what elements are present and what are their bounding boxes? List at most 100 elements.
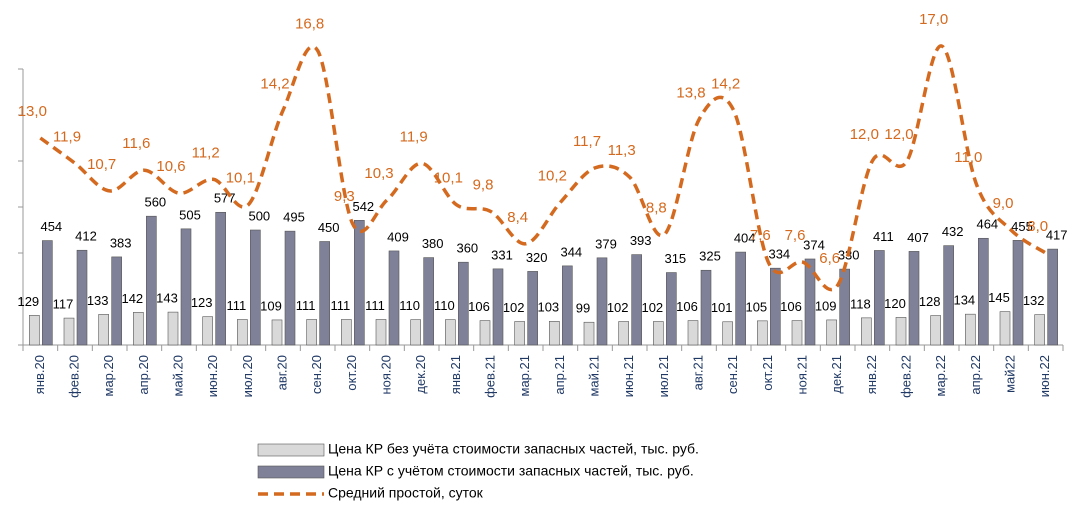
legend-label: Цена КР с учётом стоимости запасных част… (328, 463, 694, 479)
bar-label: 134 (953, 293, 975, 308)
bar-label: 407 (907, 230, 929, 245)
bar-label: 128 (919, 294, 941, 309)
bar-label: 102 (607, 300, 629, 315)
bar-label: 374 (803, 237, 825, 252)
bar (306, 319, 317, 346)
bar-label: 464 (976, 217, 998, 232)
bar (215, 211, 226, 346)
bar-label: 109 (815, 298, 837, 313)
bar-label: 111 (296, 298, 316, 313)
bar-label: 111 (365, 298, 385, 313)
line-label: 13,0 (18, 103, 47, 120)
bar (98, 314, 109, 346)
x-tick-label: окт.21 (760, 355, 775, 391)
bar (791, 320, 803, 346)
legend-swatch (257, 443, 325, 457)
line (39, 44, 1047, 292)
bar (1047, 248, 1058, 346)
bar (1012, 240, 1024, 346)
x-tick-label: фев.22 (898, 355, 913, 398)
bar-label: 101 (711, 300, 733, 315)
line-label: 10,2 (538, 167, 567, 184)
bar (999, 311, 1011, 346)
bar (722, 321, 733, 346)
bar-label: 109 (260, 298, 282, 313)
bar-label: 432 (942, 224, 964, 239)
line-label: 17,0 (919, 11, 948, 28)
x-tick-label: июл.20 (240, 355, 255, 397)
bar (423, 257, 434, 346)
bar (250, 229, 261, 346)
bar-label: 102 (503, 300, 525, 315)
line-label: 16,8 (295, 16, 324, 33)
line-label: 6,6 (819, 250, 840, 267)
bar (180, 228, 192, 346)
bar-label: 129 (17, 294, 39, 309)
x-tick-label: янв.20 (32, 355, 47, 394)
bar-label: 417 (1046, 228, 1068, 243)
bar-label: 383 (110, 235, 132, 250)
bar-label: 505 (179, 207, 201, 222)
bar-label: 110 (399, 298, 420, 313)
bar (874, 250, 885, 346)
bar (479, 320, 491, 346)
line-label: 14,2 (260, 75, 289, 92)
x-tick-label: мар.22 (933, 355, 948, 396)
bar-label: 455 (1011, 219, 1033, 234)
bar-label: 454 (40, 219, 62, 234)
bar-label: 123 (191, 295, 213, 310)
bar (666, 272, 677, 346)
bar (76, 249, 88, 346)
bar (527, 271, 538, 346)
bar (631, 254, 642, 346)
line-label: 7,6 (750, 227, 771, 244)
bar-label: 379 (595, 236, 617, 251)
bar (111, 256, 122, 346)
legend-label: Средний простой, суток (328, 485, 484, 501)
x-tick-label: апр.20 (136, 355, 151, 395)
bar (341, 319, 352, 346)
bar-label: 360 (456, 241, 478, 256)
x-tick-label: янв.21 (448, 355, 463, 394)
x-tick-label: авг.20 (274, 355, 289, 390)
x-tick-label: июн.21 (621, 355, 636, 397)
bar-label: 99 (576, 301, 590, 316)
bar (388, 250, 400, 346)
bar (687, 320, 699, 346)
bar (146, 215, 157, 346)
x-tick-label: ноя.21 (794, 355, 809, 395)
bar-label: 106 (468, 299, 490, 314)
bar-label: 411 (873, 229, 894, 244)
line-label: 7,6 (785, 227, 806, 244)
bar (908, 251, 920, 346)
bar (492, 268, 504, 346)
bar-label: 393 (630, 233, 652, 248)
x-tick-label: дек.20 (413, 355, 428, 394)
bar-label: 103 (537, 300, 559, 315)
bar (735, 251, 746, 346)
line-label: 14,2 (711, 75, 740, 92)
bar (596, 257, 608, 346)
bar (354, 220, 365, 346)
bar-label: 105 (745, 299, 767, 314)
bar (804, 258, 816, 346)
line-label: 10,7 (87, 156, 116, 173)
x-tick-label: дек.21 (829, 355, 844, 394)
bar (410, 319, 421, 346)
line-label: 13,8 (676, 85, 705, 102)
bar-label: 412 (75, 229, 97, 244)
x-tick-label: сен.20 (309, 355, 324, 394)
bar-label: 142 (121, 291, 143, 306)
bar (63, 317, 75, 346)
bar (618, 321, 629, 346)
x-tick-label: мар.21 (517, 355, 532, 396)
bar (42, 240, 53, 346)
bar (284, 230, 296, 346)
bar (549, 321, 560, 346)
bar-label: 560 (144, 195, 166, 210)
x-tick-label: май.20 (170, 355, 185, 397)
bar-label: 380 (422, 236, 444, 251)
bar-label: 106 (676, 299, 698, 314)
x-tick-label: сен.21 (725, 355, 740, 394)
bar (562, 265, 573, 346)
